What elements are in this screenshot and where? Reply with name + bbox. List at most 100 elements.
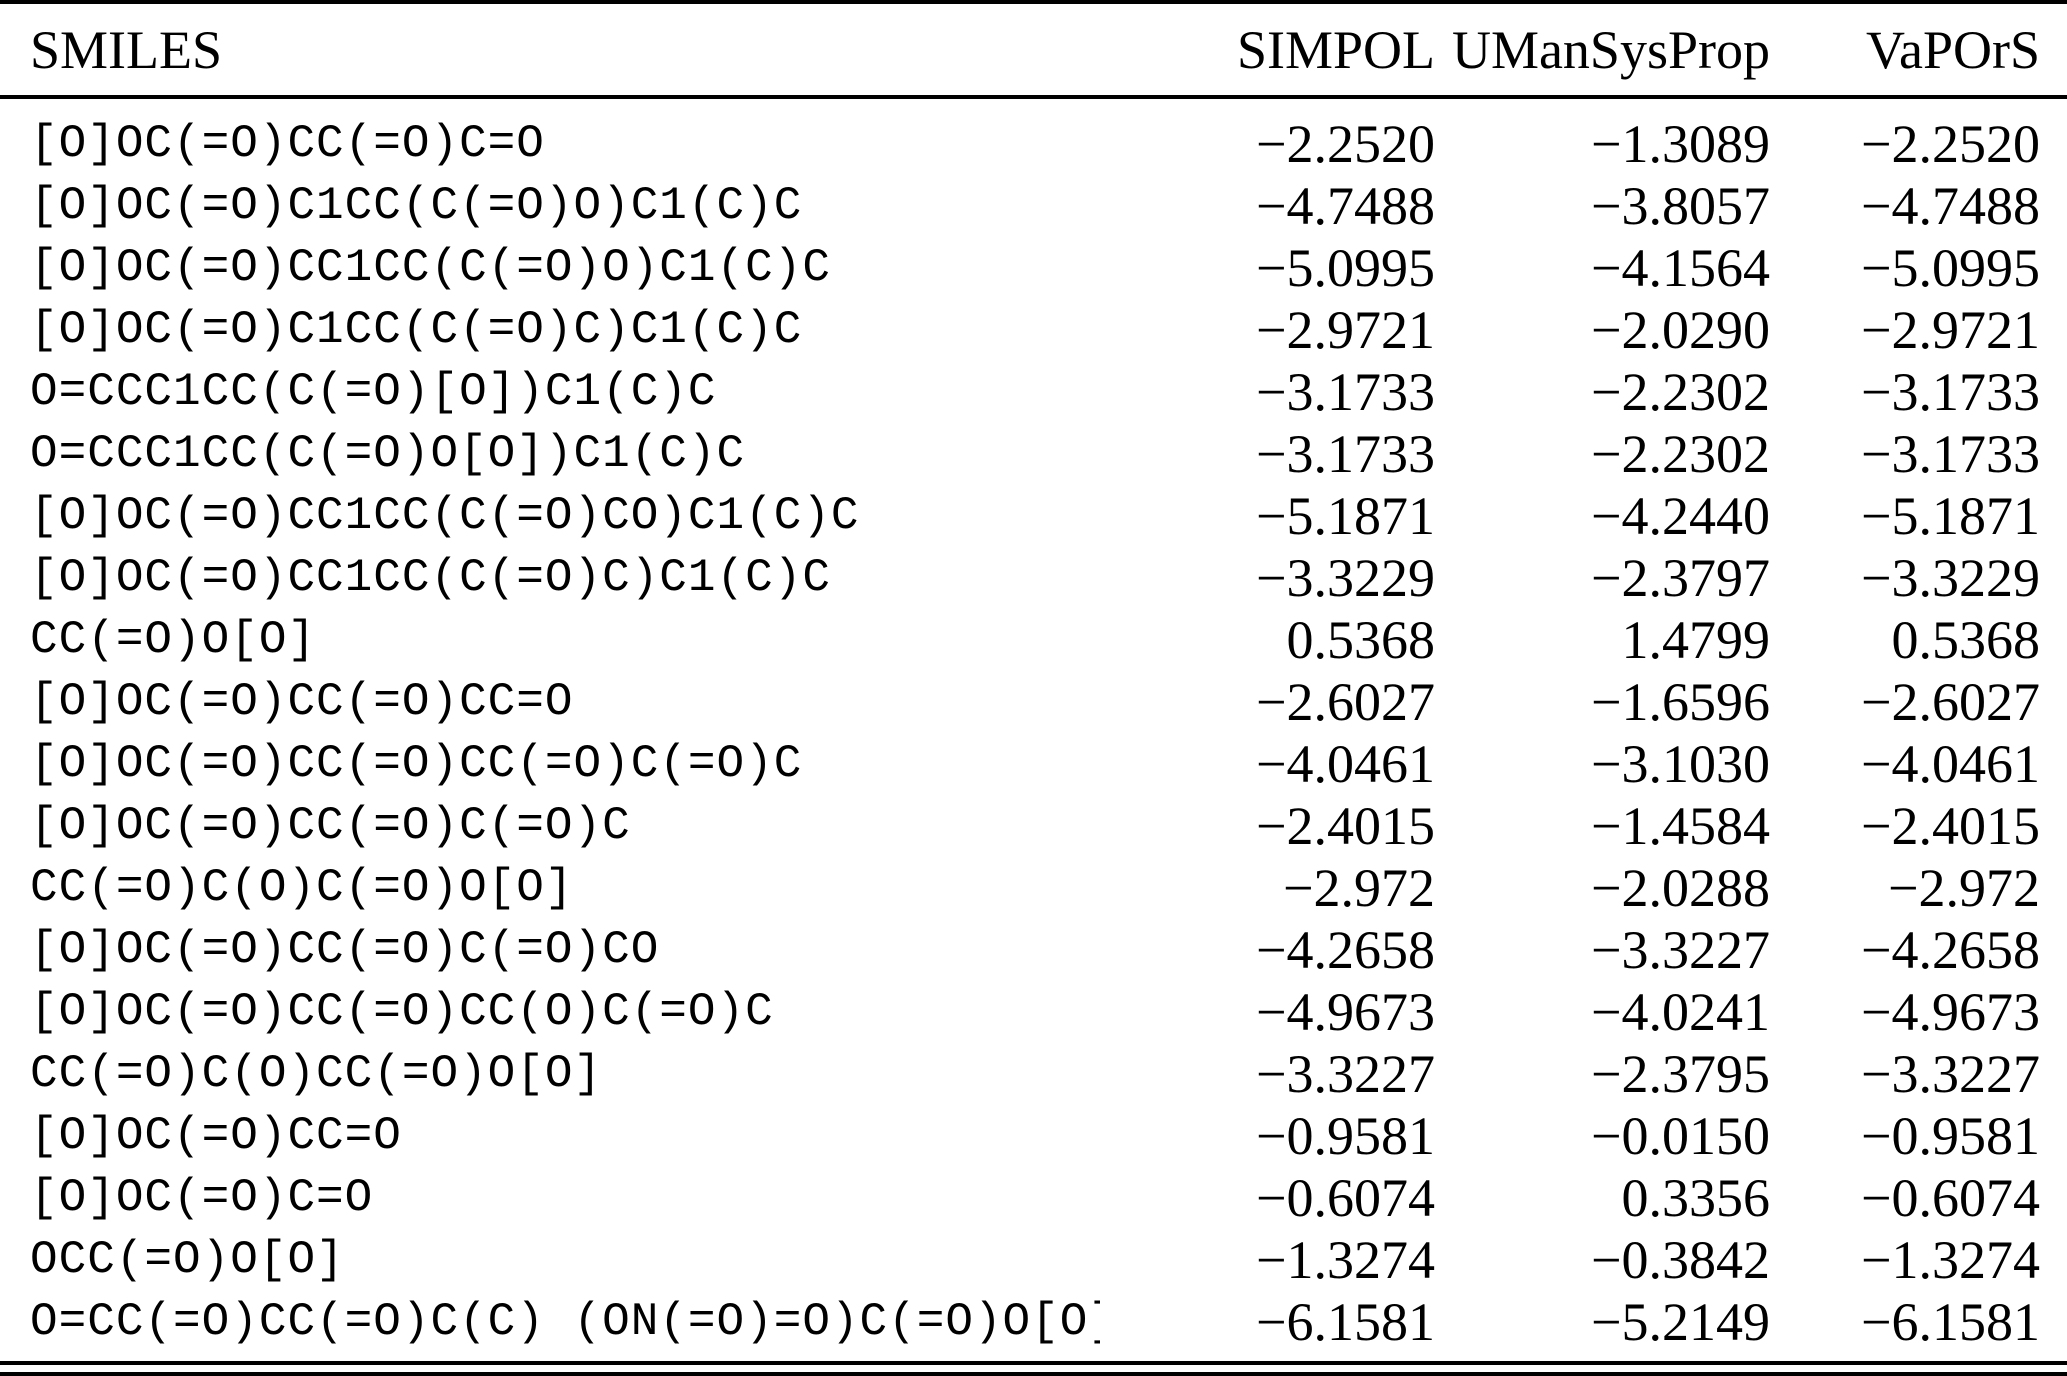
smiles-cell: CC(=O)O[O]: [30, 614, 317, 666]
vapors-value-cell: −3.3227: [1861, 1044, 2040, 1104]
umansysprop-value-cell: −1.3089: [1591, 114, 1770, 174]
simpol-value-cell: −2.6027: [1256, 672, 1435, 732]
umansysprop-value-cell: −0.3842: [1591, 1230, 1770, 1290]
umansysprop-value-cell: −5.2149: [1591, 1292, 1770, 1352]
smiles-cell: [O]OC(=O)CC(=O)C(=O)CO: [30, 924, 660, 976]
table-body: [O]OC(=O)CC(=O)C=O −2.2520 −1.3089 −2.25…: [0, 97, 2067, 1353]
smiles-cell: O=CCC1CC(C(=O)[O])C1(C)C: [30, 366, 717, 418]
simpol-value-cell: −2.9721: [1256, 300, 1435, 360]
table-row: [O]OC(=O)CC(=O)C(=O)C −2.4015 −1.4584 −2…: [0, 795, 2067, 857]
umansysprop-value-cell: −4.2440: [1591, 486, 1770, 546]
simpol-value-cell: −4.9673: [1256, 982, 1435, 1042]
vapors-value-cell: −0.6074: [1861, 1168, 2040, 1228]
vapors-value-cell: −5.0995: [1861, 238, 2040, 298]
umansysprop-value-cell: −3.1030: [1591, 734, 1770, 794]
smiles-cell: [O]OC(=O)C1CC(C(=O)C)C1(C)C: [30, 304, 803, 356]
simpol-value-cell: −2.972: [1283, 858, 1435, 918]
table-row: [O]OC(=O)CC(=O)CC(=O)C(=O)C −4.0461 −3.1…: [0, 733, 2067, 795]
vapors-value-cell: −4.7488: [1861, 176, 2040, 236]
column-header-vapors: VaPOrS: [1770, 4, 2067, 99]
simpol-value-cell: −6.1581: [1256, 1292, 1435, 1352]
table-row: [O]OC(=O)CC1CC(C(=O)O)C1(C)C −5.0995 −4.…: [0, 237, 2067, 299]
table-row: CC(=O)O[O] 0.5368 1.4799 0.5368: [0, 609, 2067, 671]
umansysprop-value-cell: −1.6596: [1591, 672, 1770, 732]
simpol-value-cell: −0.9581: [1256, 1106, 1435, 1166]
vapors-value-cell: −5.1871: [1861, 486, 2040, 546]
table-row: OCC(=O)O[O] −1.3274 −0.3842 −1.3274: [0, 1229, 2067, 1291]
simpol-value-cell: −2.4015: [1256, 796, 1435, 856]
smiles-cell: [O]OC(=O)CC(=O)C=O: [30, 118, 545, 170]
table-row: [O]OC(=O)CC1CC(C(=O)CO)C1(C)C −5.1871 −4…: [0, 485, 2067, 547]
vapors-value-cell: 0.5368: [1891, 610, 2041, 670]
simpol-value-cell: −2.2520: [1256, 114, 1435, 174]
simpol-value-cell: −1.3274: [1256, 1230, 1435, 1290]
vapors-value-cell: −4.2658: [1861, 920, 2040, 980]
table-row: [O]OC(=O)CC(=O)CC=O −2.6027 −1.6596 −2.6…: [0, 671, 2067, 733]
smiles-cell: CC(=O)C(O)C(=O)O[O]: [30, 862, 574, 914]
vapors-value-cell: −4.9673: [1861, 982, 2040, 1042]
vapors-value-cell: −3.1733: [1861, 424, 2040, 484]
simpol-value-cell: −5.0995: [1256, 238, 1435, 298]
table-row: [O]OC(=O)CC1CC(C(=O)C)C1(C)C −3.3229 −2.…: [0, 547, 2067, 609]
table-row: O=CCC1CC(C(=O)O[O])C1(C)C −3.1733 −2.230…: [0, 423, 2067, 485]
umansysprop-value-cell: −2.3797: [1591, 548, 1770, 608]
simpol-value-cell: −0.6074: [1256, 1168, 1435, 1228]
umansysprop-value-cell: 0.3356: [1621, 1168, 1771, 1228]
table-row: O=CC(=O)CC(=O)C(C) (ON(=O)=O)C(=O)O[O] −…: [0, 1291, 2067, 1353]
table-row: O=CCC1CC(C(=O)[O])C1(C)C −3.1733 −2.2302…: [0, 361, 2067, 423]
smiles-cell: [O]OC(=O)CC(=O)CC(=O)C(=O)C: [30, 738, 803, 790]
simpol-value-cell: −4.2658: [1256, 920, 1435, 980]
umansysprop-value-cell: −2.2302: [1591, 424, 1770, 484]
vapors-value-cell: −4.0461: [1861, 734, 2040, 794]
table-row: [O]OC(=O)CC(=O)C(=O)CO −4.2658 −3.3227 −…: [0, 919, 2067, 981]
column-header-umansysprop: UManSysProp: [1435, 4, 1770, 99]
table-row: CC(=O)C(O)C(=O)O[O] −2.972 −2.0288 −2.97…: [0, 857, 2067, 919]
smiles-cell: O=CCC1CC(C(=O)O[O])C1(C)C: [30, 428, 746, 480]
smiles-cell: O=CC(=O)CC(=O)C(C) (ON(=O)=O)C(=O)O[O]: [30, 1296, 1100, 1348]
smiles-cell: [O]OC(=O)CC(=O)CC(O)C(=O)C: [30, 986, 774, 1038]
column-header-smiles: SMILES: [0, 4, 1100, 99]
vapors-value-cell: −3.1733: [1861, 362, 2040, 422]
vapors-value-cell: −2.4015: [1861, 796, 2040, 856]
vapors-value-cell: −1.3274: [1861, 1230, 2040, 1290]
table-header: SMILES SIMPOL UManSysProp VaPOrS: [0, 4, 2067, 99]
simpol-value-cell: −3.3229: [1256, 548, 1435, 608]
simpol-value-cell: −4.7488: [1256, 176, 1435, 236]
umansysprop-value-cell: −2.2302: [1591, 362, 1770, 422]
vapors-value-cell: −3.3229: [1861, 548, 2040, 608]
table-row: [O]OC(=O)CC=O −0.9581 −0.0150 −0.9581: [0, 1105, 2067, 1167]
umansysprop-value-cell: −3.8057: [1591, 176, 1770, 236]
simpol-value-cell: −3.1733: [1256, 424, 1435, 484]
umansysprop-value-cell: −0.0150: [1591, 1106, 1770, 1166]
smiles-cell: [O]OC(=O)C=O: [30, 1172, 374, 1224]
simpol-value-cell: 0.5368: [1286, 610, 1436, 670]
smiles-cell: CC(=O)C(O)CC(=O)O[O]: [30, 1048, 603, 1100]
vapors-value-cell: −2.6027: [1861, 672, 2040, 732]
table-bottom-rule: [0, 1361, 2067, 1376]
simpol-value-cell: −4.0461: [1256, 734, 1435, 794]
smiles-cell: OCC(=O)O[O]: [30, 1234, 345, 1286]
smiles-cell: [O]OC(=O)CC1CC(C(=O)C)C1(C)C: [30, 552, 831, 604]
smiles-cell: [O]OC(=O)CC(=O)C(=O)C: [30, 800, 631, 852]
smiles-cell: [O]OC(=O)CC1CC(C(=O)O)C1(C)C: [30, 242, 831, 294]
umansysprop-value-cell: 1.4799: [1621, 610, 1771, 670]
umansysprop-value-cell: −4.0241: [1591, 982, 1770, 1042]
vapors-value-cell: −2.2520: [1861, 114, 2040, 174]
simpol-value-cell: −3.3227: [1256, 1044, 1435, 1104]
smiles-cell: [O]OC(=O)CC=O: [30, 1110, 402, 1162]
vapors-value-cell: −2.9721: [1861, 300, 2040, 360]
vapors-value-cell: −0.9581: [1861, 1106, 2040, 1166]
column-header-simpol: SIMPOL: [1100, 4, 1435, 99]
data-table: SMILES SIMPOL UManSysProp VaPOrS [O]OC(=…: [0, 4, 2067, 1353]
umansysprop-value-cell: −2.0290: [1591, 300, 1770, 360]
table-row: CC(=O)C(O)CC(=O)O[O] −3.3227 −2.3795 −3.…: [0, 1043, 2067, 1105]
smiles-cell: [O]OC(=O)C1CC(C(=O)O)C1(C)C: [30, 180, 803, 232]
table-row: [O]OC(=O)CC(=O)CC(O)C(=O)C −4.9673 −4.02…: [0, 981, 2067, 1043]
table-row: [O]OC(=O)C1CC(C(=O)C)C1(C)C −2.9721 −2.0…: [0, 299, 2067, 361]
umansysprop-value-cell: −2.3795: [1591, 1044, 1770, 1104]
smiles-cell: [O]OC(=O)CC1CC(C(=O)CO)C1(C)C: [30, 490, 860, 542]
umansysprop-value-cell: −4.1564: [1591, 238, 1770, 298]
umansysprop-value-cell: −2.0288: [1591, 858, 1770, 918]
table-row: [O]OC(=O)C=O −0.6074 0.3356 −0.6074: [0, 1167, 2067, 1229]
